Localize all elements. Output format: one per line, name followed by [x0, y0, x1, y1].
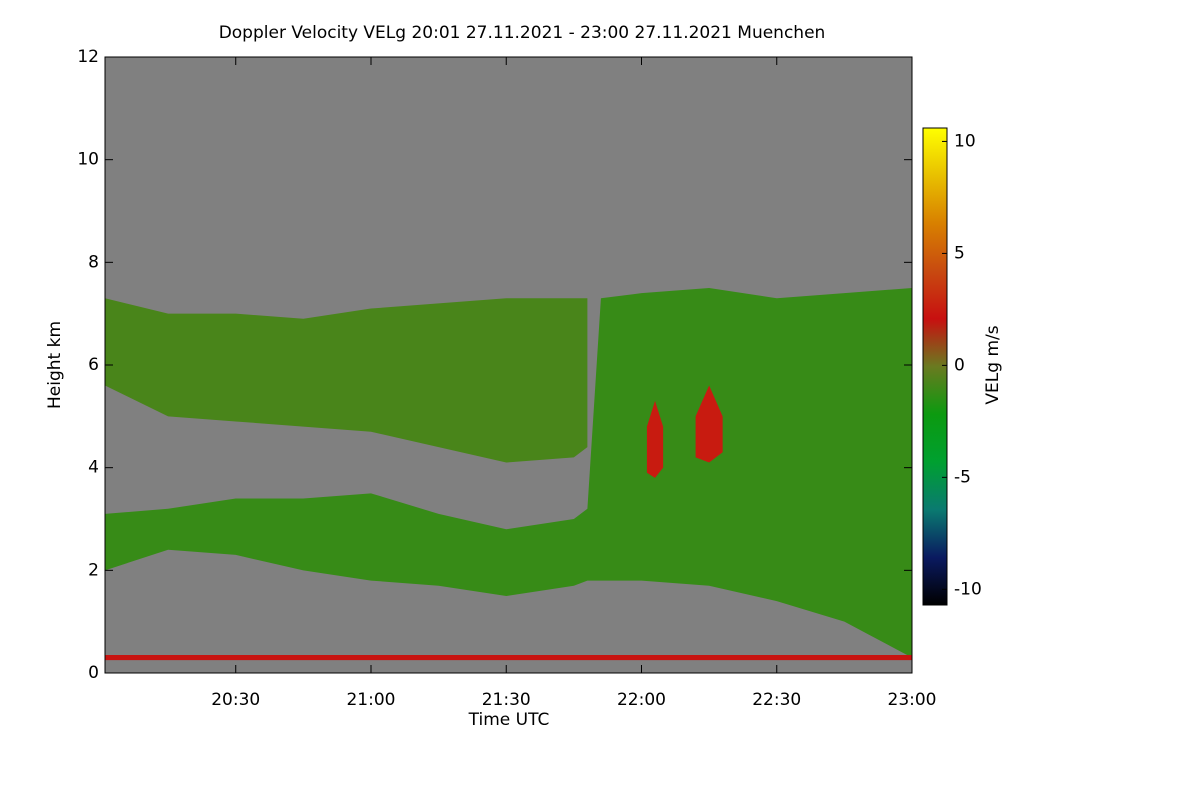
- x-tick-label: 23:00: [888, 690, 937, 710]
- y-tick-label: 2: [88, 560, 99, 580]
- velocity-region: [105, 288, 912, 658]
- y-tick-label: 8: [88, 252, 99, 272]
- y-axis-label: Height km: [45, 321, 65, 409]
- velocity-region: [105, 655, 912, 661]
- y-tick-label: 4: [88, 458, 99, 478]
- x-tick-label: 20:30: [211, 690, 260, 710]
- colorbar: [922, 127, 948, 606]
- colorbar-label: VELg m/s: [983, 325, 1003, 404]
- x-tick-label: 22:00: [617, 690, 666, 710]
- y-tick-label: 12: [77, 47, 99, 67]
- velocity-region: [105, 298, 588, 463]
- velocity-region: [646, 400, 664, 478]
- x-tick-label: 21:30: [482, 690, 531, 710]
- y-tick-label: 0: [88, 663, 99, 683]
- colorbar-tick-label: 5: [954, 243, 965, 263]
- velocity-region: [695, 385, 723, 463]
- x-tick-label: 21:00: [346, 690, 395, 710]
- colorbar-tick-label: 10: [954, 131, 976, 151]
- chart-title: Doppler Velocity VELg 20:01 27.11.2021 -…: [219, 23, 826, 43]
- y-tick-label: 6: [88, 355, 99, 375]
- colorbar-tick-label: 0: [954, 355, 965, 375]
- x-axis-label: Time UTC: [468, 710, 550, 730]
- colorbar-tick-label: -10: [954, 579, 982, 599]
- y-tick-label: 10: [77, 150, 99, 170]
- x-tick-label: 22:30: [752, 690, 801, 710]
- colorbar-tick-label: -5: [954, 467, 971, 487]
